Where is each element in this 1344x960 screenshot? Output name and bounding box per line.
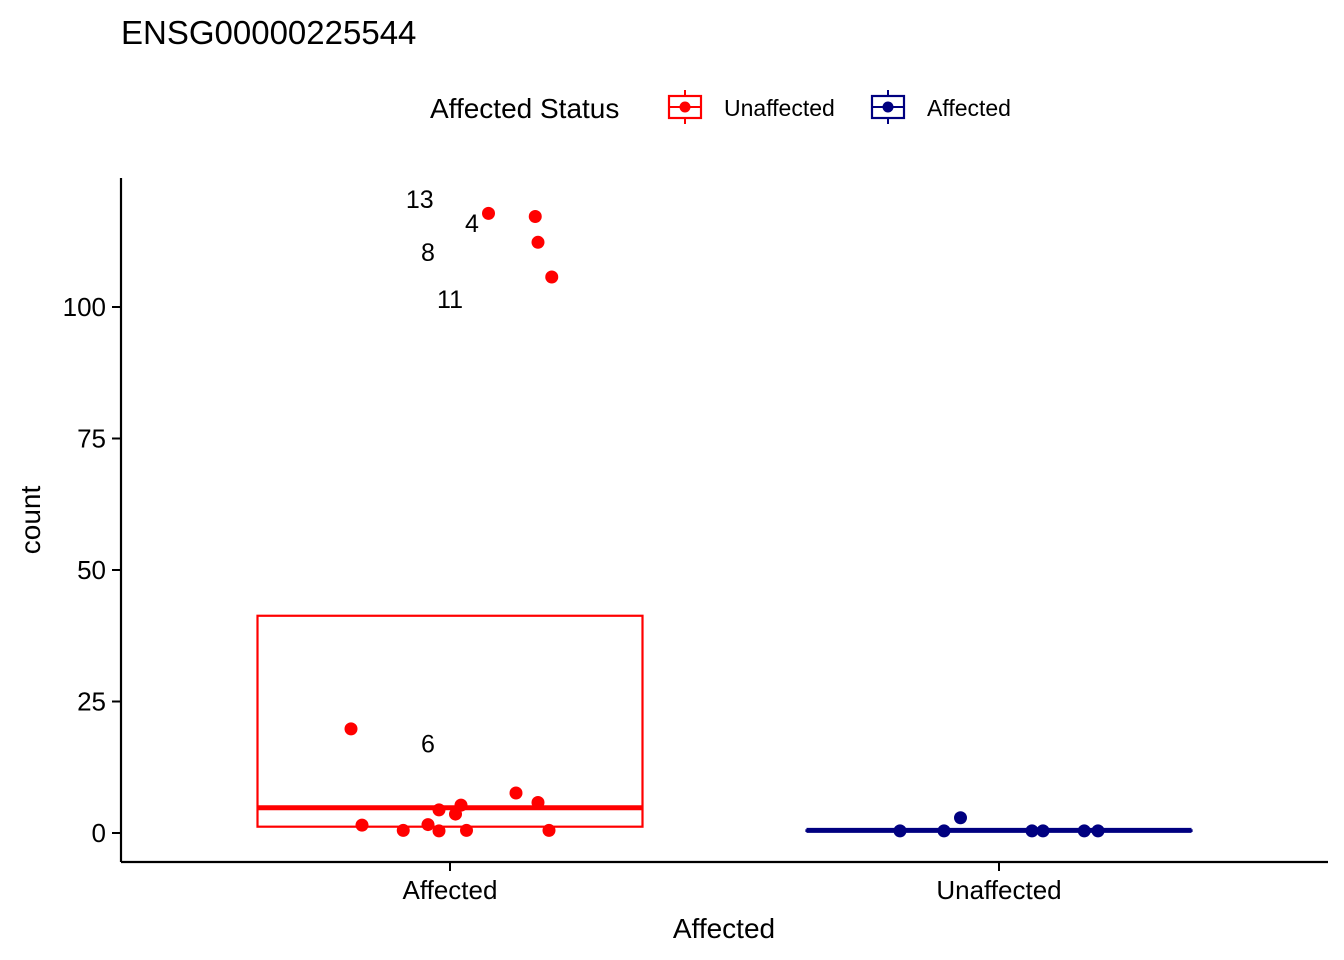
data-point: [531, 795, 545, 809]
axes: 0 25 50 75 100 Affected Unaffected Affected c…: [15, 178, 1328, 944]
data-point: [432, 824, 446, 838]
data-point: [344, 722, 358, 736]
chart-title: ENSG00000225544: [121, 14, 416, 51]
data-point: [421, 818, 435, 832]
legend-key-point: [679, 101, 691, 113]
data-point: [1091, 824, 1105, 838]
legend-label: Affected: [927, 95, 1011, 121]
x-tick-label: Unaffected: [936, 875, 1061, 905]
data-point: [542, 823, 556, 837]
point-label: 4: [465, 210, 479, 238]
series-affected: 13 4 811 6: [256, 186, 644, 838]
legend-key-point: [882, 101, 894, 113]
data-point: [460, 823, 473, 837]
legend-item-unaffected: Unaffected: [667, 90, 835, 124]
y-tick-label: 25: [77, 687, 106, 717]
data-point: [893, 824, 907, 838]
point-label: 8: [421, 239, 435, 267]
data-point: [1025, 824, 1039, 838]
series-unaffected: [805, 811, 1193, 838]
point-label: 11: [437, 286, 463, 314]
data-point: [1077, 824, 1091, 838]
data-point: [545, 270, 559, 284]
data-point: [509, 786, 523, 800]
legend-item-affected: Affected: [870, 90, 1011, 124]
data-point: [531, 235, 545, 249]
legend: Affected Status Unaffected Affected: [430, 90, 1011, 124]
x-tick-label: Affected: [403, 875, 498, 905]
y-tick-label: 50: [77, 555, 106, 585]
data-point: [432, 803, 446, 817]
x-axis-label: Affected: [673, 913, 775, 944]
point-label: 6: [421, 731, 435, 759]
y-tick-label: 75: [77, 424, 106, 454]
point-label: 13: [406, 186, 434, 214]
data-point: [355, 818, 369, 832]
data-point: [528, 210, 542, 224]
y-tick-label: 100: [63, 292, 106, 322]
data-point: [396, 823, 410, 837]
box: [256, 614, 644, 828]
data-point: [482, 206, 495, 220]
legend-label: Unaffected: [724, 95, 835, 121]
data-point: [954, 811, 967, 825]
plot-area: 13 4 811 6: [256, 186, 1193, 838]
data-point: [449, 807, 462, 821]
y-axis-label: count: [15, 486, 46, 555]
y-tick-label: 0: [92, 818, 106, 848]
legend-title: Affected Status: [430, 93, 619, 124]
data-point: [937, 824, 951, 838]
data-point: [1036, 824, 1050, 838]
